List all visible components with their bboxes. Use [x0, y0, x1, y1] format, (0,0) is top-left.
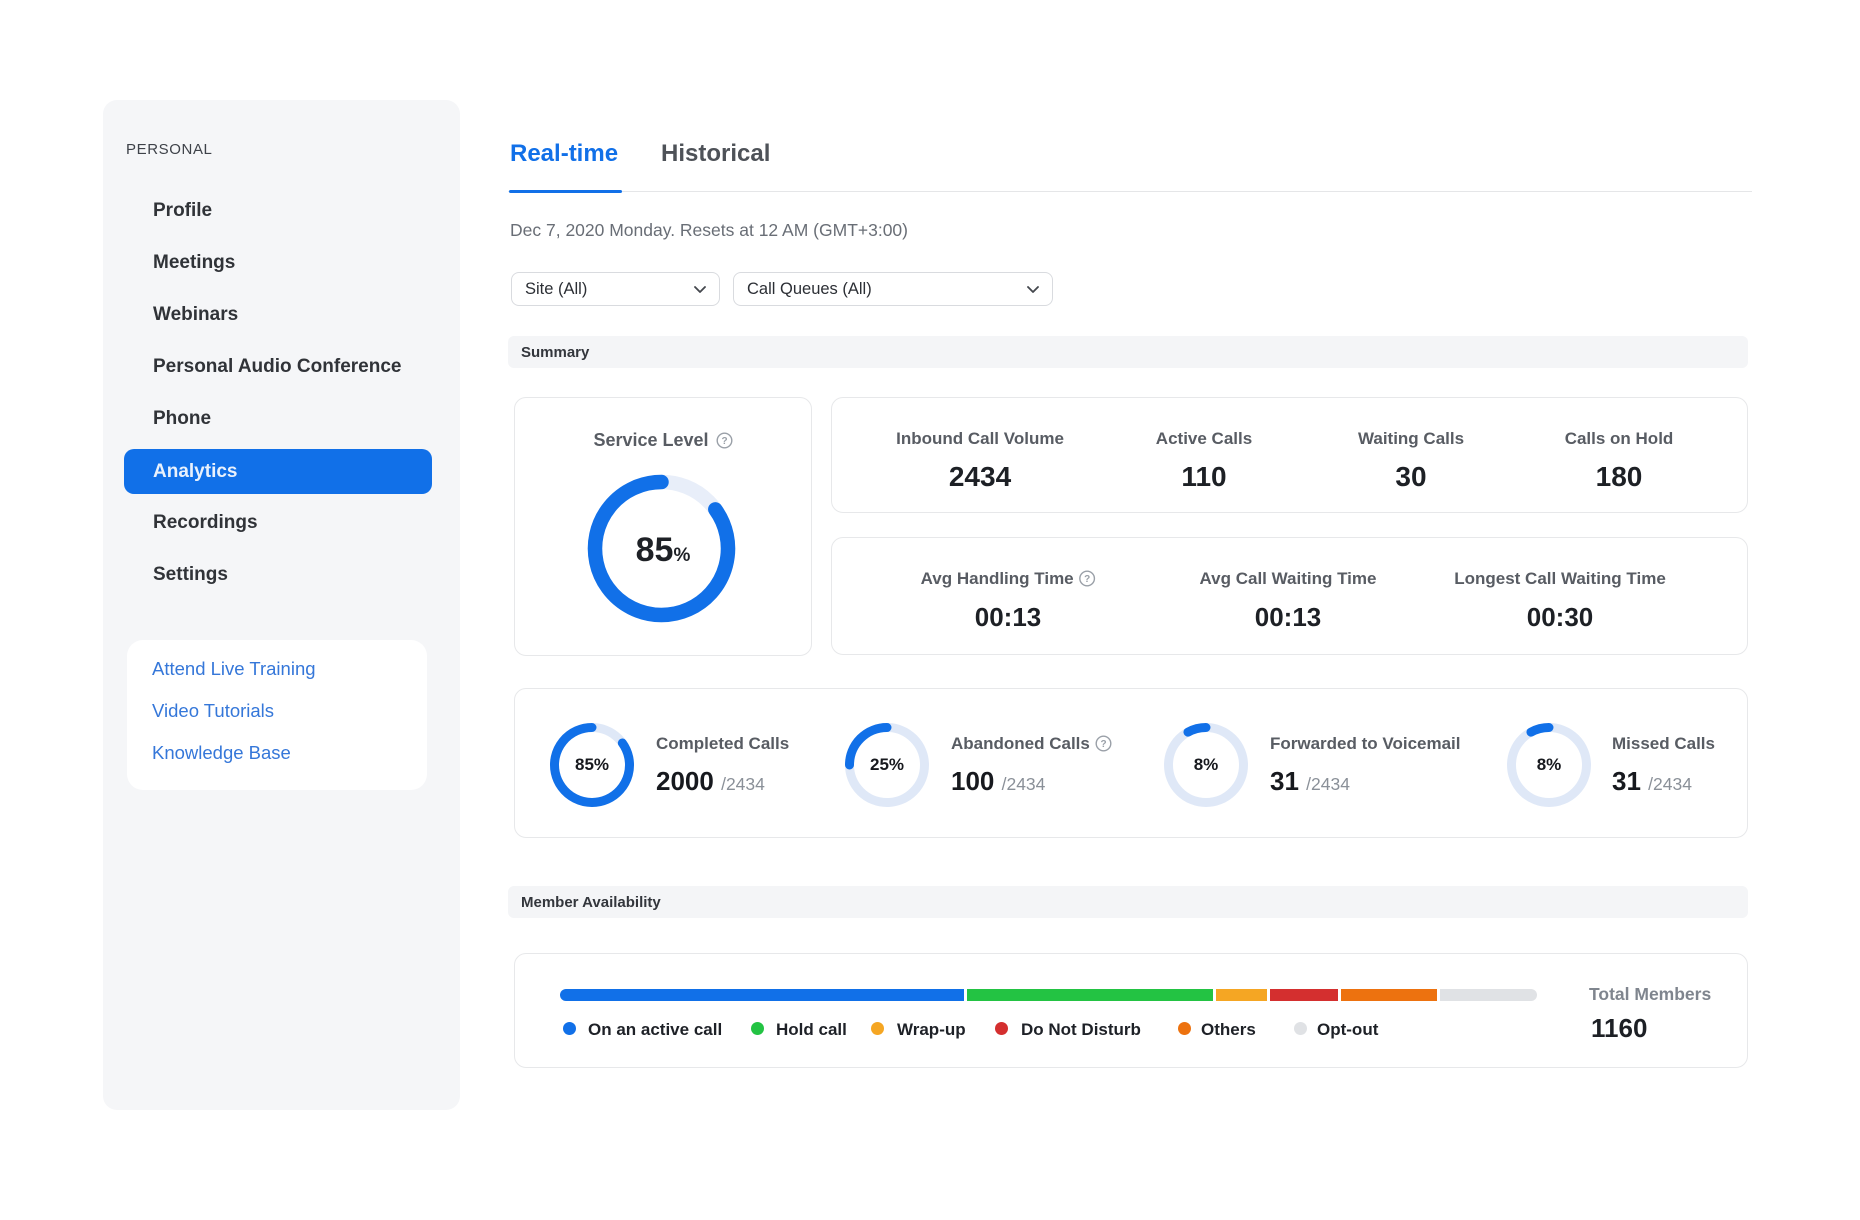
svg-text:?: ? — [721, 436, 727, 447]
svg-text:?: ? — [1084, 574, 1090, 585]
svg-text:?: ? — [1100, 739, 1106, 750]
